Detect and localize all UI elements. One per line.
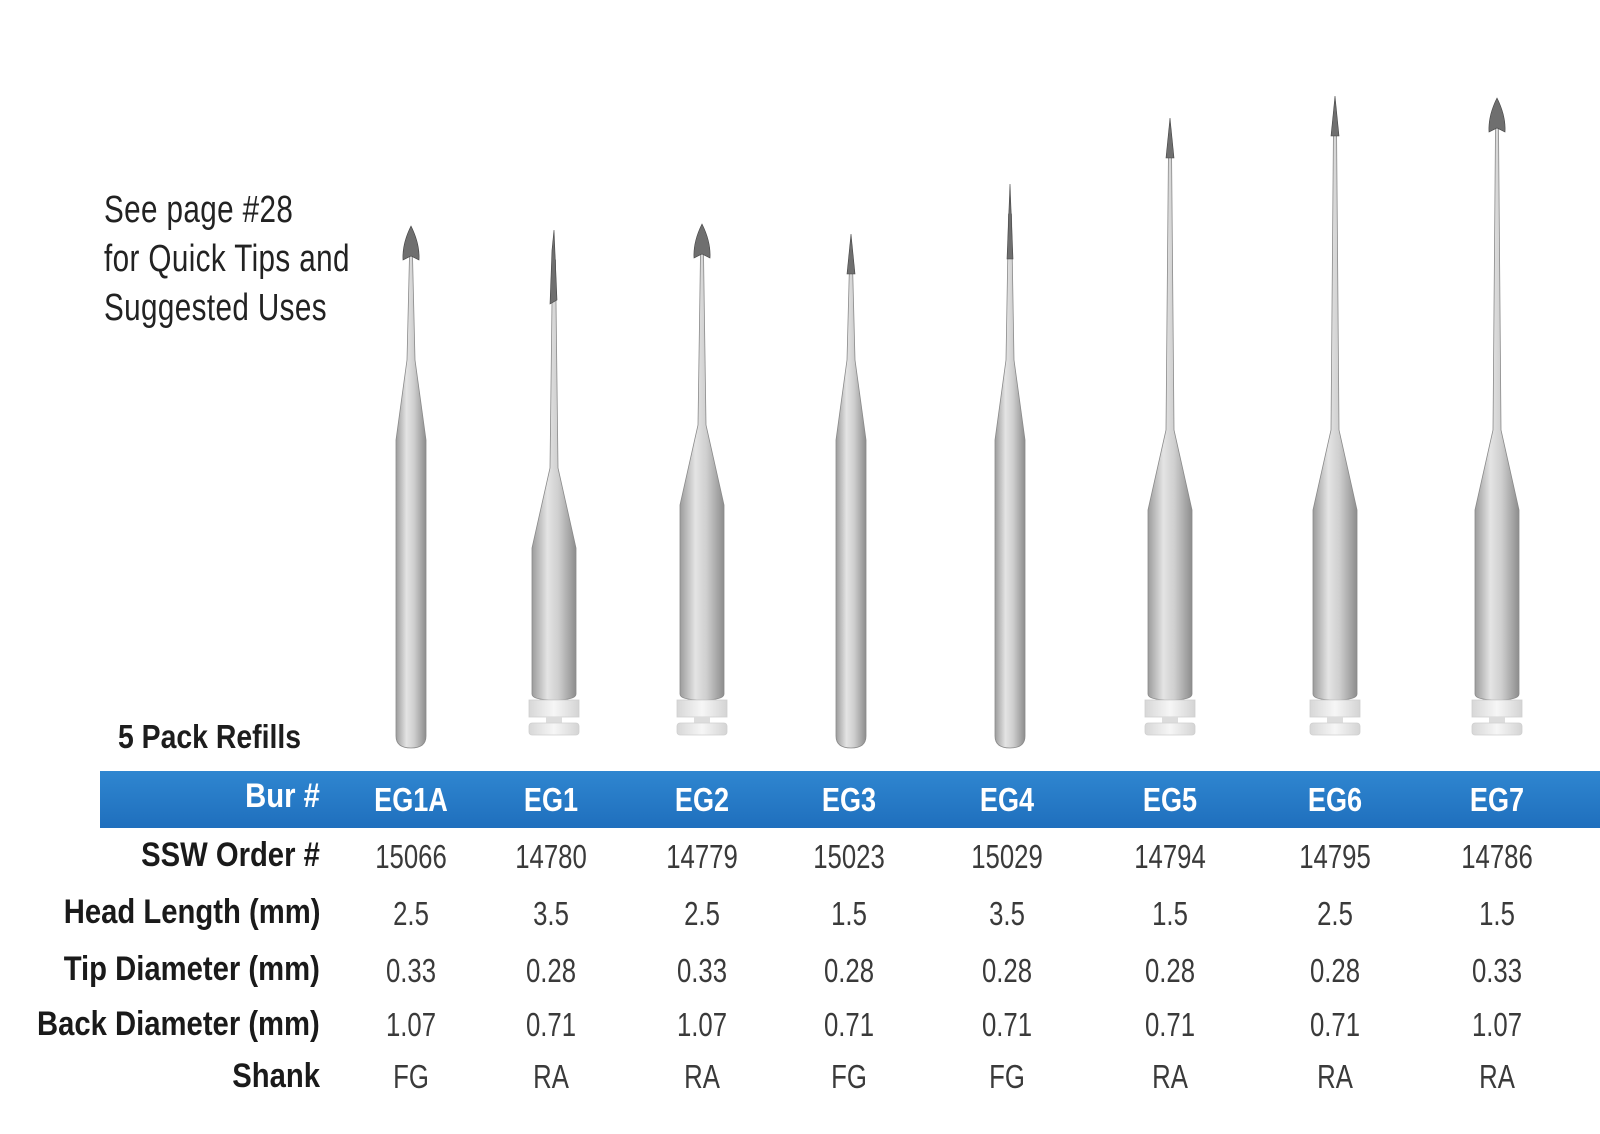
note-line: See page #28: [104, 189, 294, 231]
bur-eg7-latch-collar: [1471, 699, 1523, 718]
bur-number-cell: EG2: [674, 781, 730, 818]
tip-diameter-cell: 0.33: [385, 952, 437, 989]
bur-number-cell: EG3: [821, 781, 877, 818]
row-label-shank: Shank: [232, 1057, 320, 1095]
shank-type-cell: RA: [1479, 1058, 1515, 1095]
row-label-head-length: Head Length (mm): [63, 893, 320, 931]
head-length-cell: 2.5: [1317, 895, 1353, 932]
bur-eg2-latch-notch: [694, 717, 710, 723]
bur-number-cell: EG5: [1142, 781, 1198, 818]
tip-diameter-cell: 0.28: [1309, 952, 1361, 989]
order-number-cell: 14795: [1299, 838, 1371, 875]
shank-type-cell: RA: [1152, 1058, 1188, 1095]
bur-eg3-head: [846, 233, 856, 275]
bur-eg5-shank: [1147, 147, 1193, 701]
bur-eg2-head: [693, 223, 711, 259]
head-length-cell: 3.5: [989, 895, 1025, 932]
shank-type-cell: FG: [393, 1058, 429, 1095]
note-line: Suggested Uses: [104, 287, 327, 329]
tip-diameter-cell: 0.28: [525, 952, 577, 989]
bur-eg1-head: [549, 229, 558, 305]
back-diameter-cell: 0.71: [1144, 1006, 1196, 1043]
bur-eg6-latch-notch: [1327, 717, 1343, 723]
bur-illustrations: [395, 95, 1523, 749]
pack-refills-label: 5 Pack Refills: [118, 718, 302, 755]
bur-eg1a-shank: [395, 255, 427, 749]
bur-eg5-latch-collar: [1144, 699, 1196, 718]
tip-diameter-cell: 0.28: [823, 952, 875, 989]
order-number-cell: 15023: [813, 838, 885, 875]
back-diameter-cell: 1.07: [385, 1006, 437, 1043]
head-length-cell: 2.5: [393, 895, 429, 932]
bur-eg6-head: [1330, 95, 1340, 137]
back-diameter-cell: 0.71: [823, 1006, 875, 1043]
row-label-back-diameter: Back Diameter (mm): [37, 1005, 320, 1043]
bur-eg7-shank: [1474, 127, 1520, 701]
back-diameter-cell: 0.71: [1309, 1006, 1361, 1043]
head-length-cell: 1.5: [831, 895, 867, 932]
order-number-cell: 15029: [971, 838, 1043, 875]
shank-type-cell: FG: [831, 1058, 867, 1095]
bur-eg6-latch-collar: [1309, 699, 1361, 718]
bur-eg7-head: [1488, 97, 1506, 133]
row-label-order: SSW Order #: [141, 836, 320, 874]
head-length-cell: 2.5: [684, 895, 720, 932]
bur-header-band: [100, 771, 1600, 828]
head-length-cell: 3.5: [533, 895, 569, 932]
row-label-bur: Bur #: [245, 777, 320, 815]
bur-eg1-latch-notch: [546, 717, 562, 723]
row-label-tip-diameter: Tip Diameter (mm): [63, 950, 320, 988]
bur-eg1-shank: [531, 259, 577, 701]
shank-type-cell: RA: [1317, 1058, 1353, 1095]
order-number-cell: 14794: [1134, 838, 1206, 875]
bur-eg2-shank: [679, 253, 725, 701]
back-diameter-cell: 0.71: [525, 1006, 577, 1043]
back-diameter-cell: 1.07: [1471, 1006, 1523, 1043]
head-length-cell: 1.5: [1152, 895, 1188, 932]
back-diameter-cell: 0.71: [981, 1006, 1033, 1043]
tip-diameter-cell: 0.33: [676, 952, 728, 989]
tip-diameter-cell: 0.33: [1471, 952, 1523, 989]
bur-eg7-latch-end: [1471, 722, 1523, 736]
bur-eg5-latch-notch: [1162, 717, 1178, 723]
shank-type-cell: RA: [533, 1058, 569, 1095]
order-number-cell: 14786: [1461, 838, 1533, 875]
bur-eg7-latch-notch: [1489, 717, 1505, 723]
bur-eg6-latch-end: [1309, 722, 1361, 736]
tip-diameter-cell: 0.28: [981, 952, 1033, 989]
order-number-cell: 14779: [666, 838, 738, 875]
shank-type-cell: FG: [989, 1058, 1025, 1095]
bur-eg2-latch-collar: [676, 699, 728, 718]
order-number-cell: 15066: [375, 838, 447, 875]
head-length-cell: 1.5: [1479, 895, 1515, 932]
bur-number-cell: EG4: [979, 781, 1035, 818]
bur-eg2-latch-end: [676, 722, 728, 736]
bur-number-cell: EG7: [1469, 781, 1525, 818]
bur-number-cell: EG1: [523, 781, 579, 818]
bur-number-cell: EG1A: [374, 781, 448, 818]
tip-diameter-cell: 0.28: [1144, 952, 1196, 989]
bur-eg4-shank: [994, 213, 1026, 749]
bur-eg5-head: [1165, 117, 1175, 159]
order-number-cell: 14780: [515, 838, 587, 875]
bur-eg6-shank: [1312, 125, 1358, 701]
bur-number-cell: EG6: [1307, 781, 1363, 818]
bur-eg5-latch-end: [1144, 722, 1196, 736]
bur-eg1a-head: [402, 225, 420, 261]
bur-eg1-latch-collar: [528, 699, 580, 718]
bur-eg3-shank: [835, 263, 867, 749]
shank-type-cell: RA: [684, 1058, 720, 1095]
back-diameter-cell: 1.07: [676, 1006, 728, 1043]
bur-eg4-head: [1006, 183, 1014, 260]
bur-eg1-latch-end: [528, 722, 580, 736]
